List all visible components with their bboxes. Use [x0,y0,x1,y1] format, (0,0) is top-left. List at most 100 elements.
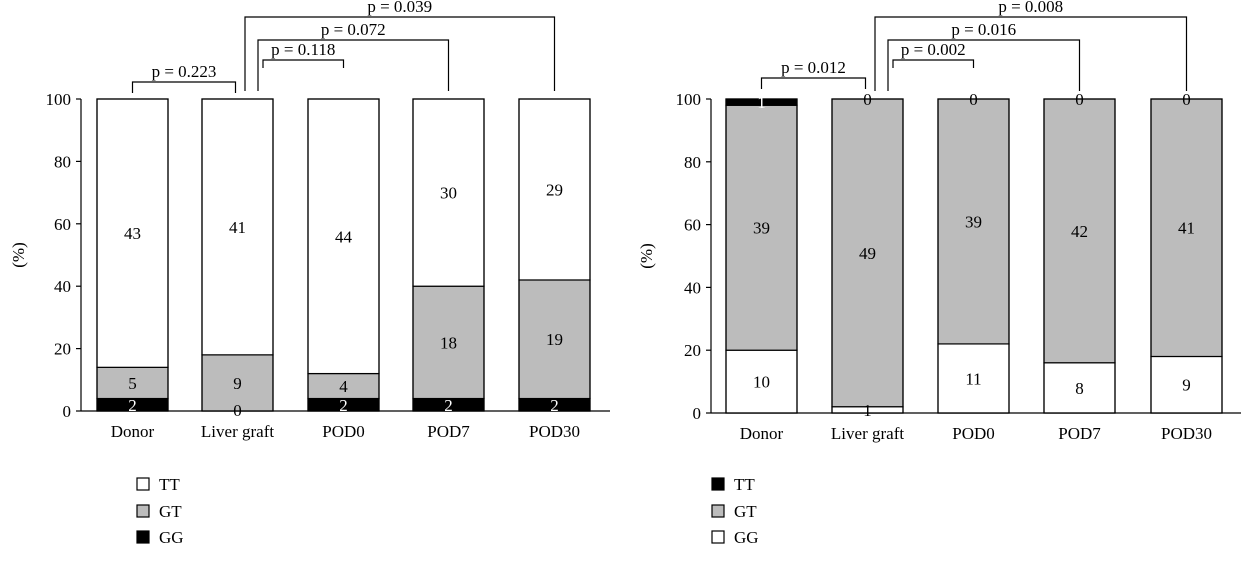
p-value-label: p = 0.012 [781,58,846,77]
legend-label: GT [734,502,757,521]
x-tick-label: POD30 [529,422,580,441]
p-value-label: p = 0.002 [901,40,966,59]
bar-segment-gt [518,279,591,400]
y-tick-label: 0 [693,404,702,423]
comparison-bracket [262,59,345,68]
x-tick-label: Liver graft [831,424,904,443]
legend-swatch-gg [136,530,150,544]
x-tick-label: POD7 [1058,424,1101,443]
legend-swatch-gt [711,504,725,518]
data-label: 43 [124,224,141,243]
bar-outline [831,98,904,414]
data-label: 41 [229,218,246,237]
x-tick-label: POD0 [952,424,995,443]
bar-outline [725,98,798,414]
p-value-label: p = 0.223 [152,62,217,81]
data-label: 0 [863,90,872,109]
bar-segment-gt [937,98,1010,345]
data-label: 0 [233,401,242,420]
legend-swatch-gg [711,530,725,544]
bar-outline [307,98,380,412]
bar-outline [518,98,591,412]
data-label: 49 [859,244,876,263]
bar-outline [412,98,485,412]
data-label: 42 [1071,222,1088,241]
bar-segment-gt [1043,98,1116,364]
y-tick-label: 40 [684,278,701,297]
data-label: 0 [1075,90,1084,109]
legend-label: GG [734,528,759,547]
comparison-bracket [887,39,1081,91]
y-tick-label: 100 [46,90,72,109]
bar-outline [937,98,1010,414]
legend-label: TT [159,475,180,494]
p-value-label: p = 0.072 [321,20,386,39]
x-tick-label: Liver graft [201,422,274,441]
y-tick-label: 40 [54,277,71,296]
x-tick-label: POD30 [1161,424,1212,443]
data-label: 10 [753,373,770,392]
data-label: 5 [128,374,137,393]
bar-segment-gt [831,98,904,408]
p-value-label: p = 0.016 [951,20,1016,39]
comparison-bracket [244,16,556,91]
data-label: 0 [969,90,978,109]
data-label: 18 [440,333,457,352]
y-axis-label: (%) [637,243,656,268]
data-label: 30 [440,184,457,203]
legend-swatch-gt [136,504,150,518]
comparison-bracket [892,59,975,68]
bar-outline [1043,98,1116,414]
y-tick-label: 20 [684,341,701,360]
data-label: 2 [444,396,453,415]
y-tick-label: 20 [54,340,71,359]
data-label: 9 [233,374,242,393]
legend-label: GG [159,528,184,547]
bar-outline [96,98,169,412]
x-tick-label: POD0 [322,422,365,441]
bar-segment-tt [307,98,380,375]
y-tick-label: 80 [684,153,701,172]
data-label: 19 [546,330,563,349]
data-label: 0 [1182,90,1191,109]
p-value-label: p = 0.008 [998,0,1063,16]
bar-outline [201,98,274,412]
data-label: 41 [1178,219,1195,238]
y-tick-label: 100 [676,90,702,109]
y-tick-label: 60 [684,216,701,235]
p-value-label: p = 0.039 [367,0,432,16]
y-tick-label: 0 [63,402,72,421]
data-label: 1 [757,93,766,112]
legend-swatch-tt [136,477,150,491]
data-label: 1 [863,401,872,420]
bar-outline [1150,98,1223,414]
data-label: 11 [965,369,981,388]
x-tick-label: Donor [740,424,784,443]
comparison-bracket [257,39,450,91]
data-label: 4 [339,377,348,396]
legend-label: GT [159,502,182,521]
legend-label: TT [734,475,755,494]
data-label: 29 [546,180,563,199]
x-tick-label: POD7 [427,422,470,441]
data-label: 44 [335,227,353,246]
data-label: 2 [550,396,559,415]
comparison-bracket [874,16,1188,91]
legend-swatch-tt [711,477,725,491]
data-label: 39 [965,212,982,231]
chart-panel-1: 0 20 40 60 80 100 (%) 2 5 43 Donor 0 9 41 Liver graft 2… [9,0,610,547]
y-axis-label: (%) [9,242,28,267]
data-label: 8 [1075,379,1084,398]
y-tick-label: 60 [54,215,71,234]
bar-segment-tt [96,98,169,368]
bar-segment-gt [96,366,169,400]
x-tick-label: Donor [111,422,155,441]
bar-segment-tt [412,98,485,287]
y-tick-label: 80 [54,152,71,171]
data-label: 9 [1182,376,1191,395]
comparison-bracket [760,77,867,89]
data-label: 2 [339,396,348,415]
